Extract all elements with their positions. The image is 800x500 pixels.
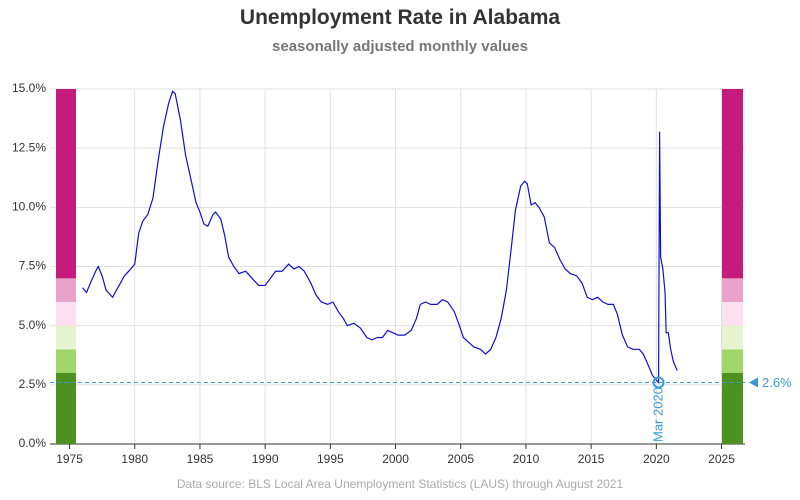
x-tick-label: 2000 [382, 452, 409, 466]
y-tick-label: 12.5% [12, 140, 46, 154]
color-band [56, 373, 76, 444]
data-line [82, 90, 678, 384]
color-band [722, 325, 743, 350]
color-band [56, 89, 76, 279]
y-tick-label: 0.0% [19, 436, 47, 450]
color-band [56, 302, 76, 326]
y-tick-label: 5.0% [19, 318, 47, 332]
color-band [722, 89, 743, 279]
x-tick-label: 1980 [121, 452, 148, 466]
x-tick-label: 1985 [187, 452, 214, 466]
annotation-marker [652, 376, 665, 389]
reference-arrow [749, 377, 758, 388]
color-band [722, 349, 743, 373]
color-band [722, 302, 743, 326]
chart-subtitle: seasonally adjusted monthly values [272, 38, 528, 55]
color-band [56, 278, 76, 302]
x-tick-label: 2010 [513, 452, 540, 466]
caption: Data source: BLS Local Area Unemployment… [177, 477, 624, 491]
reference-label: 2.6% [762, 375, 792, 390]
x-tick-label: 1975 [56, 452, 83, 466]
x-tick-label: 2015 [578, 452, 605, 466]
x-tick-label: 2020 [643, 452, 670, 466]
x-tick-label: 2025 [708, 452, 735, 466]
color-band [722, 373, 743, 444]
y-tick-label: 15.0% [12, 81, 46, 95]
color-band [722, 278, 743, 302]
y-tick-label: 2.5% [19, 377, 47, 391]
annotation-label: Mar 2020 [651, 387, 666, 442]
color-band [56, 349, 76, 373]
x-tick-label: 2005 [447, 452, 474, 466]
y-tick-label: 10.0% [12, 200, 46, 214]
chart-title: Unemployment Rate in Alabama [240, 6, 560, 29]
x-tick-label: 1990 [252, 452, 279, 466]
color-band [56, 325, 76, 350]
y-tick-label: 7.5% [19, 259, 47, 273]
x-tick-label: 1995 [317, 452, 344, 466]
